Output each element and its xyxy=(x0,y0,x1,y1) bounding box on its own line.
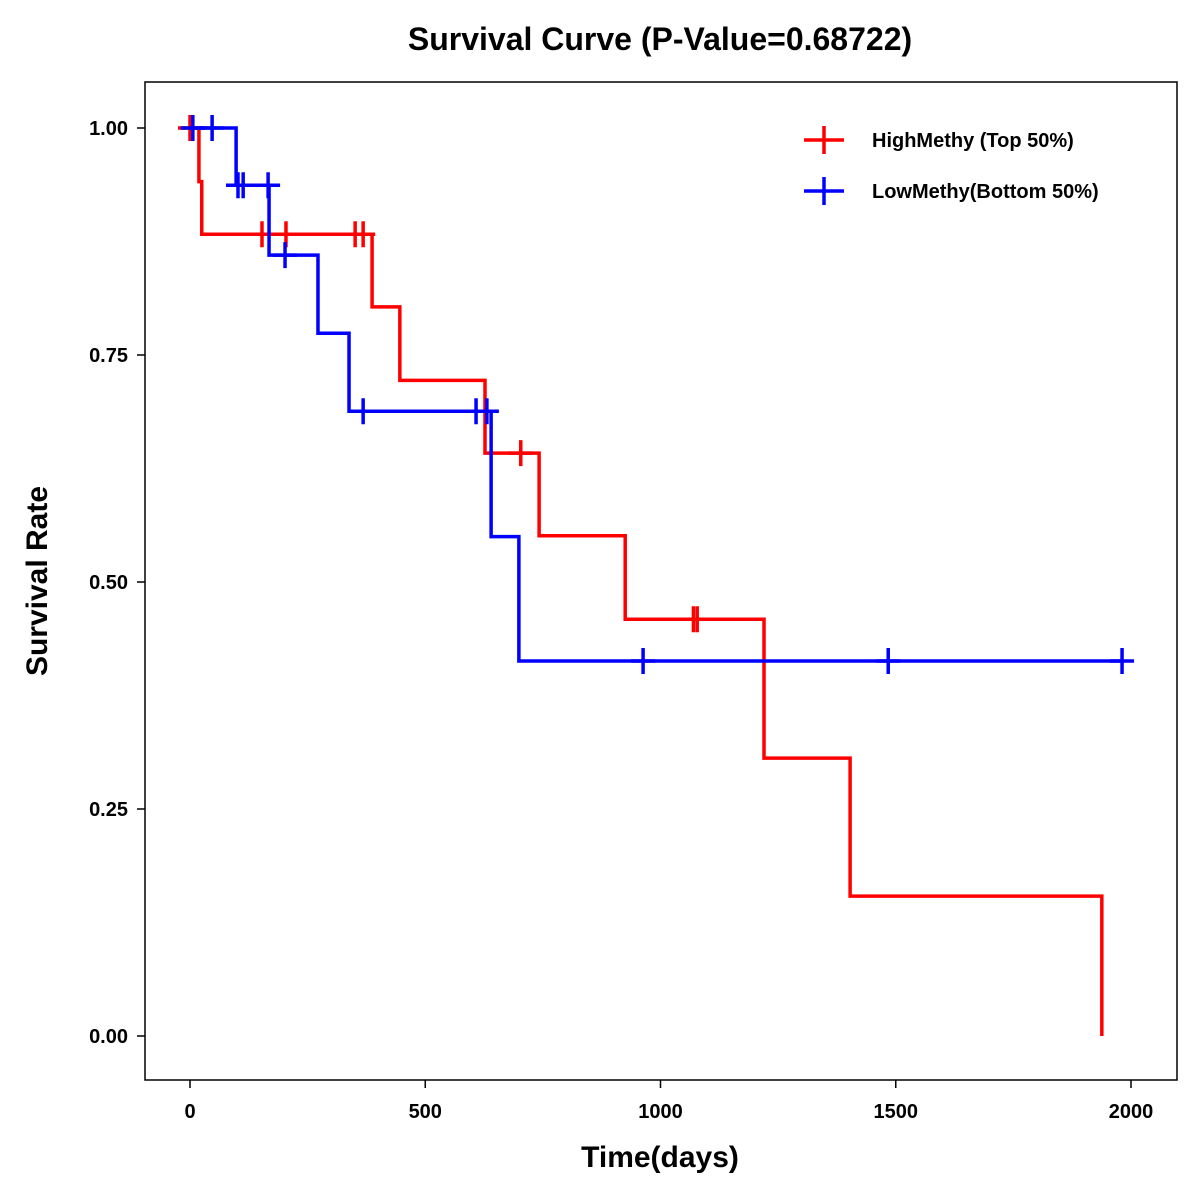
chart-title: Survival Curve (P-Value=0.68722) xyxy=(408,21,912,57)
censor-mark xyxy=(351,221,376,248)
legend-key-1 xyxy=(804,177,844,205)
censor-mark xyxy=(256,172,281,199)
y-tick-label: 0.25 xyxy=(89,799,128,821)
series-group xyxy=(178,115,1135,1036)
survival-curve-1 xyxy=(190,126,1123,663)
plot-frame xyxy=(144,81,1178,1081)
x-axis-title: Time(days) xyxy=(581,1141,739,1174)
x-tick-label: 0 xyxy=(184,1101,195,1123)
censor-mark xyxy=(351,398,376,425)
censor-mark xyxy=(200,115,225,141)
x-tick-label: 1500 xyxy=(874,1101,919,1123)
x-tick-label: 2000 xyxy=(1109,1101,1154,1123)
censor-mark xyxy=(876,647,901,674)
legend: HighMethy (Top 50%) LowMethy(Bottom 50%) xyxy=(804,126,1099,205)
legend-key-0 xyxy=(804,126,844,154)
y-tick-label: 0.50 xyxy=(89,572,128,594)
censor-mark xyxy=(508,440,533,467)
censor-mark xyxy=(273,242,298,269)
legend-label-0: HighMethy (Top 50%) xyxy=(872,130,1074,152)
censor-mark xyxy=(474,398,499,425)
x-tick-label: 1000 xyxy=(638,1101,683,1123)
censor-mark xyxy=(1110,647,1135,674)
survival-curve-0 xyxy=(190,126,1104,1036)
censor-mark xyxy=(231,172,256,199)
legend-label-1: LowMethy(Bottom 50%) xyxy=(872,181,1099,203)
y-axis: 0.00 0.25 0.50 0.75 1.00 xyxy=(89,118,145,1048)
x-tick-label: 500 xyxy=(409,1101,442,1123)
x-axis: 0 500 1000 1500 2000 xyxy=(184,1080,1153,1123)
y-tick-label: 1.00 xyxy=(89,118,128,140)
y-axis-title: Survival Rate xyxy=(21,486,54,676)
censor-mark xyxy=(631,647,656,674)
censor-mark xyxy=(685,606,710,633)
y-tick-label: 0.75 xyxy=(89,345,128,367)
y-tick-label: 0.00 xyxy=(89,1026,128,1048)
